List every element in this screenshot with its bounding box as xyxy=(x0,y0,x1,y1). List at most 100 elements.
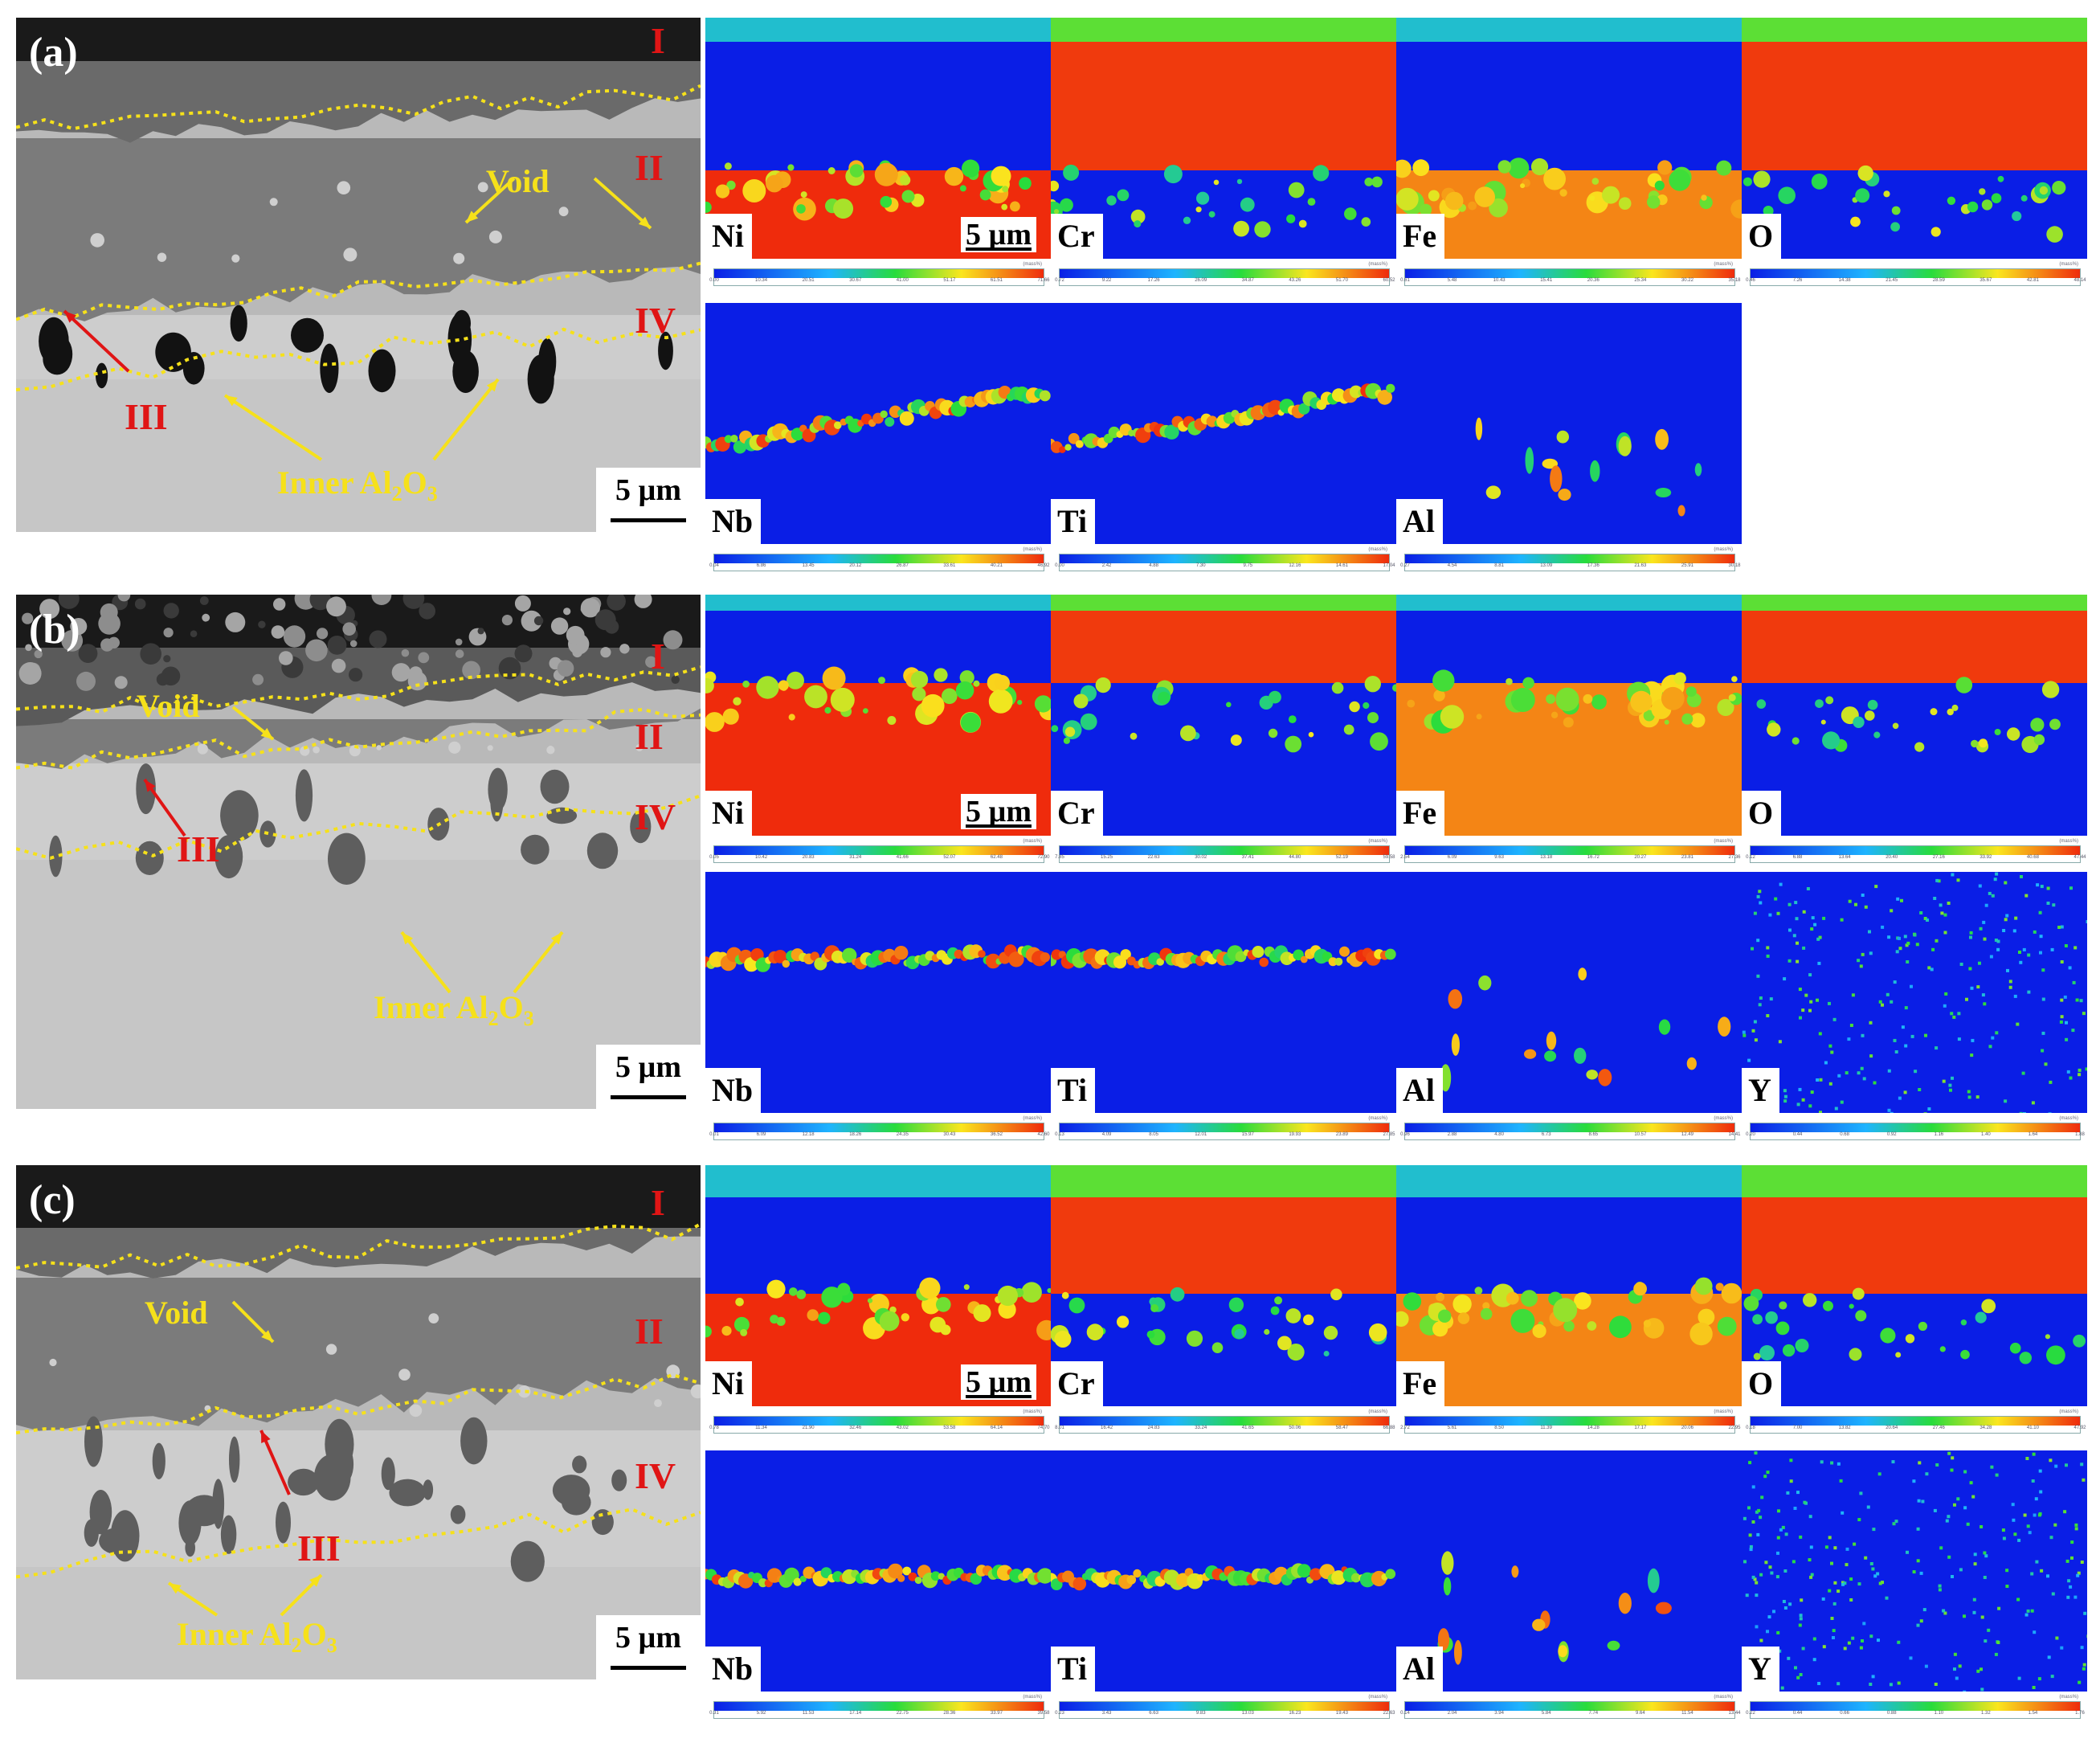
colorbar-tick-label: 51.70 xyxy=(1335,278,1348,283)
colorbar-tick-label: 1.32 xyxy=(1981,1711,1991,1716)
colorbar-tick-label: 3.43 xyxy=(1101,1711,1112,1716)
colorbar-tick-label: 0.92 xyxy=(1886,1132,1897,1137)
element-label: Ti xyxy=(1051,1068,1096,1113)
colorbar-tick-label: 0.78 xyxy=(709,1426,719,1430)
annotation-arrowhead xyxy=(260,727,273,739)
region-label-iv: IV xyxy=(635,1455,676,1496)
sem-micrograph xyxy=(16,18,701,532)
colorbar-tick-label: 8.01 xyxy=(1055,1426,1064,1430)
scale-bar-line xyxy=(611,518,686,522)
colorbar-tick-label: 0.13 xyxy=(1055,1132,1064,1137)
colorbar-tick-label: 21.45 xyxy=(1886,278,1898,283)
panel-letter-b: (b) xyxy=(29,607,80,652)
element-label: Fe xyxy=(1396,214,1445,259)
colorbar-tick-label: 13.09 xyxy=(1540,563,1553,568)
element-label: O xyxy=(1742,1361,1782,1406)
annotation-arrowhead xyxy=(466,211,479,223)
colorbar-unit: (mass%) xyxy=(1368,547,1387,552)
colorbar-tick-label: 60.52 xyxy=(1383,278,1395,283)
colorbar-tick-label: 53.58 xyxy=(943,1426,956,1430)
colorbar-tick-label: 0.61 xyxy=(1400,278,1410,283)
sub-3: 3 xyxy=(326,1634,337,1657)
colorbar-tick-label: 46.92 xyxy=(1037,563,1050,568)
colorbar-tick-label: 13.18 xyxy=(1540,855,1553,860)
map-image xyxy=(1396,303,1742,544)
element-map-cr: Cr xyxy=(1051,18,1396,259)
scale-bar-label: 5 µm xyxy=(615,1050,682,1084)
colorbar-tick-label: 0.72 xyxy=(1055,278,1064,283)
colorbar-tick-label: 74.70 xyxy=(1037,1426,1050,1430)
colorbar-tick-label: 40.68 xyxy=(2026,855,2039,860)
colorbar: (mass%) 0.14 2.04 3.94 5.84 7.74 9.64 11.54 13.4… xyxy=(1400,1695,1741,1719)
colorbar-tick-label: 33.92 xyxy=(1979,855,1992,860)
colorbar-tick-label: 7.30 xyxy=(1195,563,1206,568)
colorbar-tick-label: 34.87 xyxy=(1241,278,1254,283)
element-label: Fe xyxy=(1396,1361,1445,1406)
region-label-ii: II xyxy=(635,716,664,757)
colorbar-unit: (mass%) xyxy=(1023,1695,1042,1700)
annotation-arrowhead xyxy=(64,311,76,323)
colorbar-tick-label: 1.88 xyxy=(2075,1132,2085,1137)
map-scale-label: 5 µm xyxy=(966,795,1032,828)
colorbar: (mass%) 0.31 5.92 11.53 17.14 22.75 28.36 33.97… xyxy=(709,1695,1050,1719)
element-map-nb: Nb xyxy=(705,1450,1051,1692)
colorbar-tick-label: 20.36 xyxy=(1587,278,1600,283)
colorbar-tick-label: 0.20 xyxy=(1746,1132,1755,1137)
colorbar-tick-label: 9.75 xyxy=(1243,563,1253,568)
colorbar-tick-label: 0.04 xyxy=(709,563,719,568)
colorbar-tick-label: 51.17 xyxy=(943,278,956,283)
map-scale-bar: 5 µm xyxy=(961,217,1037,252)
colorbar-ticks: 0.13 4.09 8.05 12.01 15.97 19.93 23.89 27.85 xyxy=(1055,1132,1395,1139)
colorbar-unit: (mass%) xyxy=(1714,839,1733,844)
colorbar-tick-label: 15.97 xyxy=(1241,1132,1254,1137)
element-label: Ti xyxy=(1051,1647,1096,1692)
colorbar-tick-label: 10.43 xyxy=(1493,278,1506,283)
colorbar-gradient xyxy=(1751,1123,2080,1132)
colorbar-ticks: 0.27 4.54 8.81 13.09 17.36 21.63 25.91 30.18 xyxy=(1400,563,1740,571)
colorbar-tick-label: 16.23 xyxy=(1289,1711,1301,1716)
colorbar-tick-label: 27.36 xyxy=(1728,855,1741,860)
colorbar-tick-label: 41.65 xyxy=(1241,1426,1254,1430)
colorbar-gradient xyxy=(1751,846,2080,855)
colorbar: (mass%) 0.23 3.43 6.63 9.83 13.03 16.23 19.43 22… xyxy=(1055,1695,1395,1719)
colorbar-tick-label: 0.27 xyxy=(1400,563,1410,568)
scale-bar: 5 µm xyxy=(596,1615,701,1679)
colorbar-gradient xyxy=(1060,554,1389,563)
colorbar-tick-label: 11.34 xyxy=(755,1426,767,1430)
colorbar-tick-label: 23.89 xyxy=(1335,1132,1348,1137)
colorbar-tick-label: 0.96 xyxy=(1400,1132,1410,1137)
colorbar: (mass%) 0.01 6.09 12.18 18.26 24.35 30.43 36.52… xyxy=(709,1116,1050,1140)
colorbar-unit: (mass%) xyxy=(1714,547,1733,552)
colorbar-tick-label: 2.04 xyxy=(1447,1711,1457,1716)
element-map-o: O xyxy=(1742,595,2087,836)
colorbar-tick-label: 3.94 xyxy=(1494,1711,1504,1716)
element-map-ni: Ni 5 µm xyxy=(705,1165,1051,1406)
region-label-iii: III xyxy=(297,1528,341,1569)
colorbar-gradient xyxy=(714,1123,1044,1132)
colorbar-tick-label: 8.65 xyxy=(1588,1132,1599,1137)
colorbar-tick-label: 10.34 xyxy=(755,278,768,283)
colorbar-unit: (mass%) xyxy=(1368,1409,1387,1414)
colorbar-tick-label: 42.60 xyxy=(1037,1132,1050,1137)
colorbar-tick-label: 1.16 xyxy=(1934,1132,1944,1137)
element-label: Ni xyxy=(705,1361,752,1406)
colorbar: (mass%) 0.18 7.00 13.82 20.64 27.46 34.28 41.10… xyxy=(1746,1409,2086,1434)
colorbar-tick-label: 43.26 xyxy=(1289,278,1301,283)
colorbar-gradient xyxy=(1060,846,1389,855)
o-text: O xyxy=(301,1616,327,1652)
colorbar-tick-label: 8.05 xyxy=(1149,1132,1158,1137)
colorbar: (mass%) 0.46 7.26 14.38 21.45 28.59 35.67 42.81… xyxy=(1746,262,2086,286)
colorbar-ticks: 2.72 5.61 8.50 11.39 14.28 17.17 20.06 22.95 xyxy=(1400,1426,1740,1433)
element-label: Nb xyxy=(705,1647,762,1692)
colorbar-ticks: 8.01 16.42 24.83 33.24 41.65 50.06 58.47 66.88 xyxy=(1055,1426,1395,1433)
scale-bar: 5 µm xyxy=(596,1045,701,1109)
colorbar-tick-label: 4.09 xyxy=(1101,1132,1112,1137)
scale-bar-label: 5 µm xyxy=(615,473,682,507)
colorbar-gradient xyxy=(1060,269,1389,278)
colorbar: (mass%) 0.05 10.42 20.83 31.24 41.66 52.07 62.4… xyxy=(709,839,1050,863)
sem-micrograph xyxy=(16,1165,701,1679)
scale-bar: 5 µm xyxy=(596,468,701,532)
colorbar-tick-label: 6.86 xyxy=(756,563,766,568)
map-image xyxy=(1742,1165,2087,1406)
colorbar-tick-label: 13.45 xyxy=(802,563,815,568)
